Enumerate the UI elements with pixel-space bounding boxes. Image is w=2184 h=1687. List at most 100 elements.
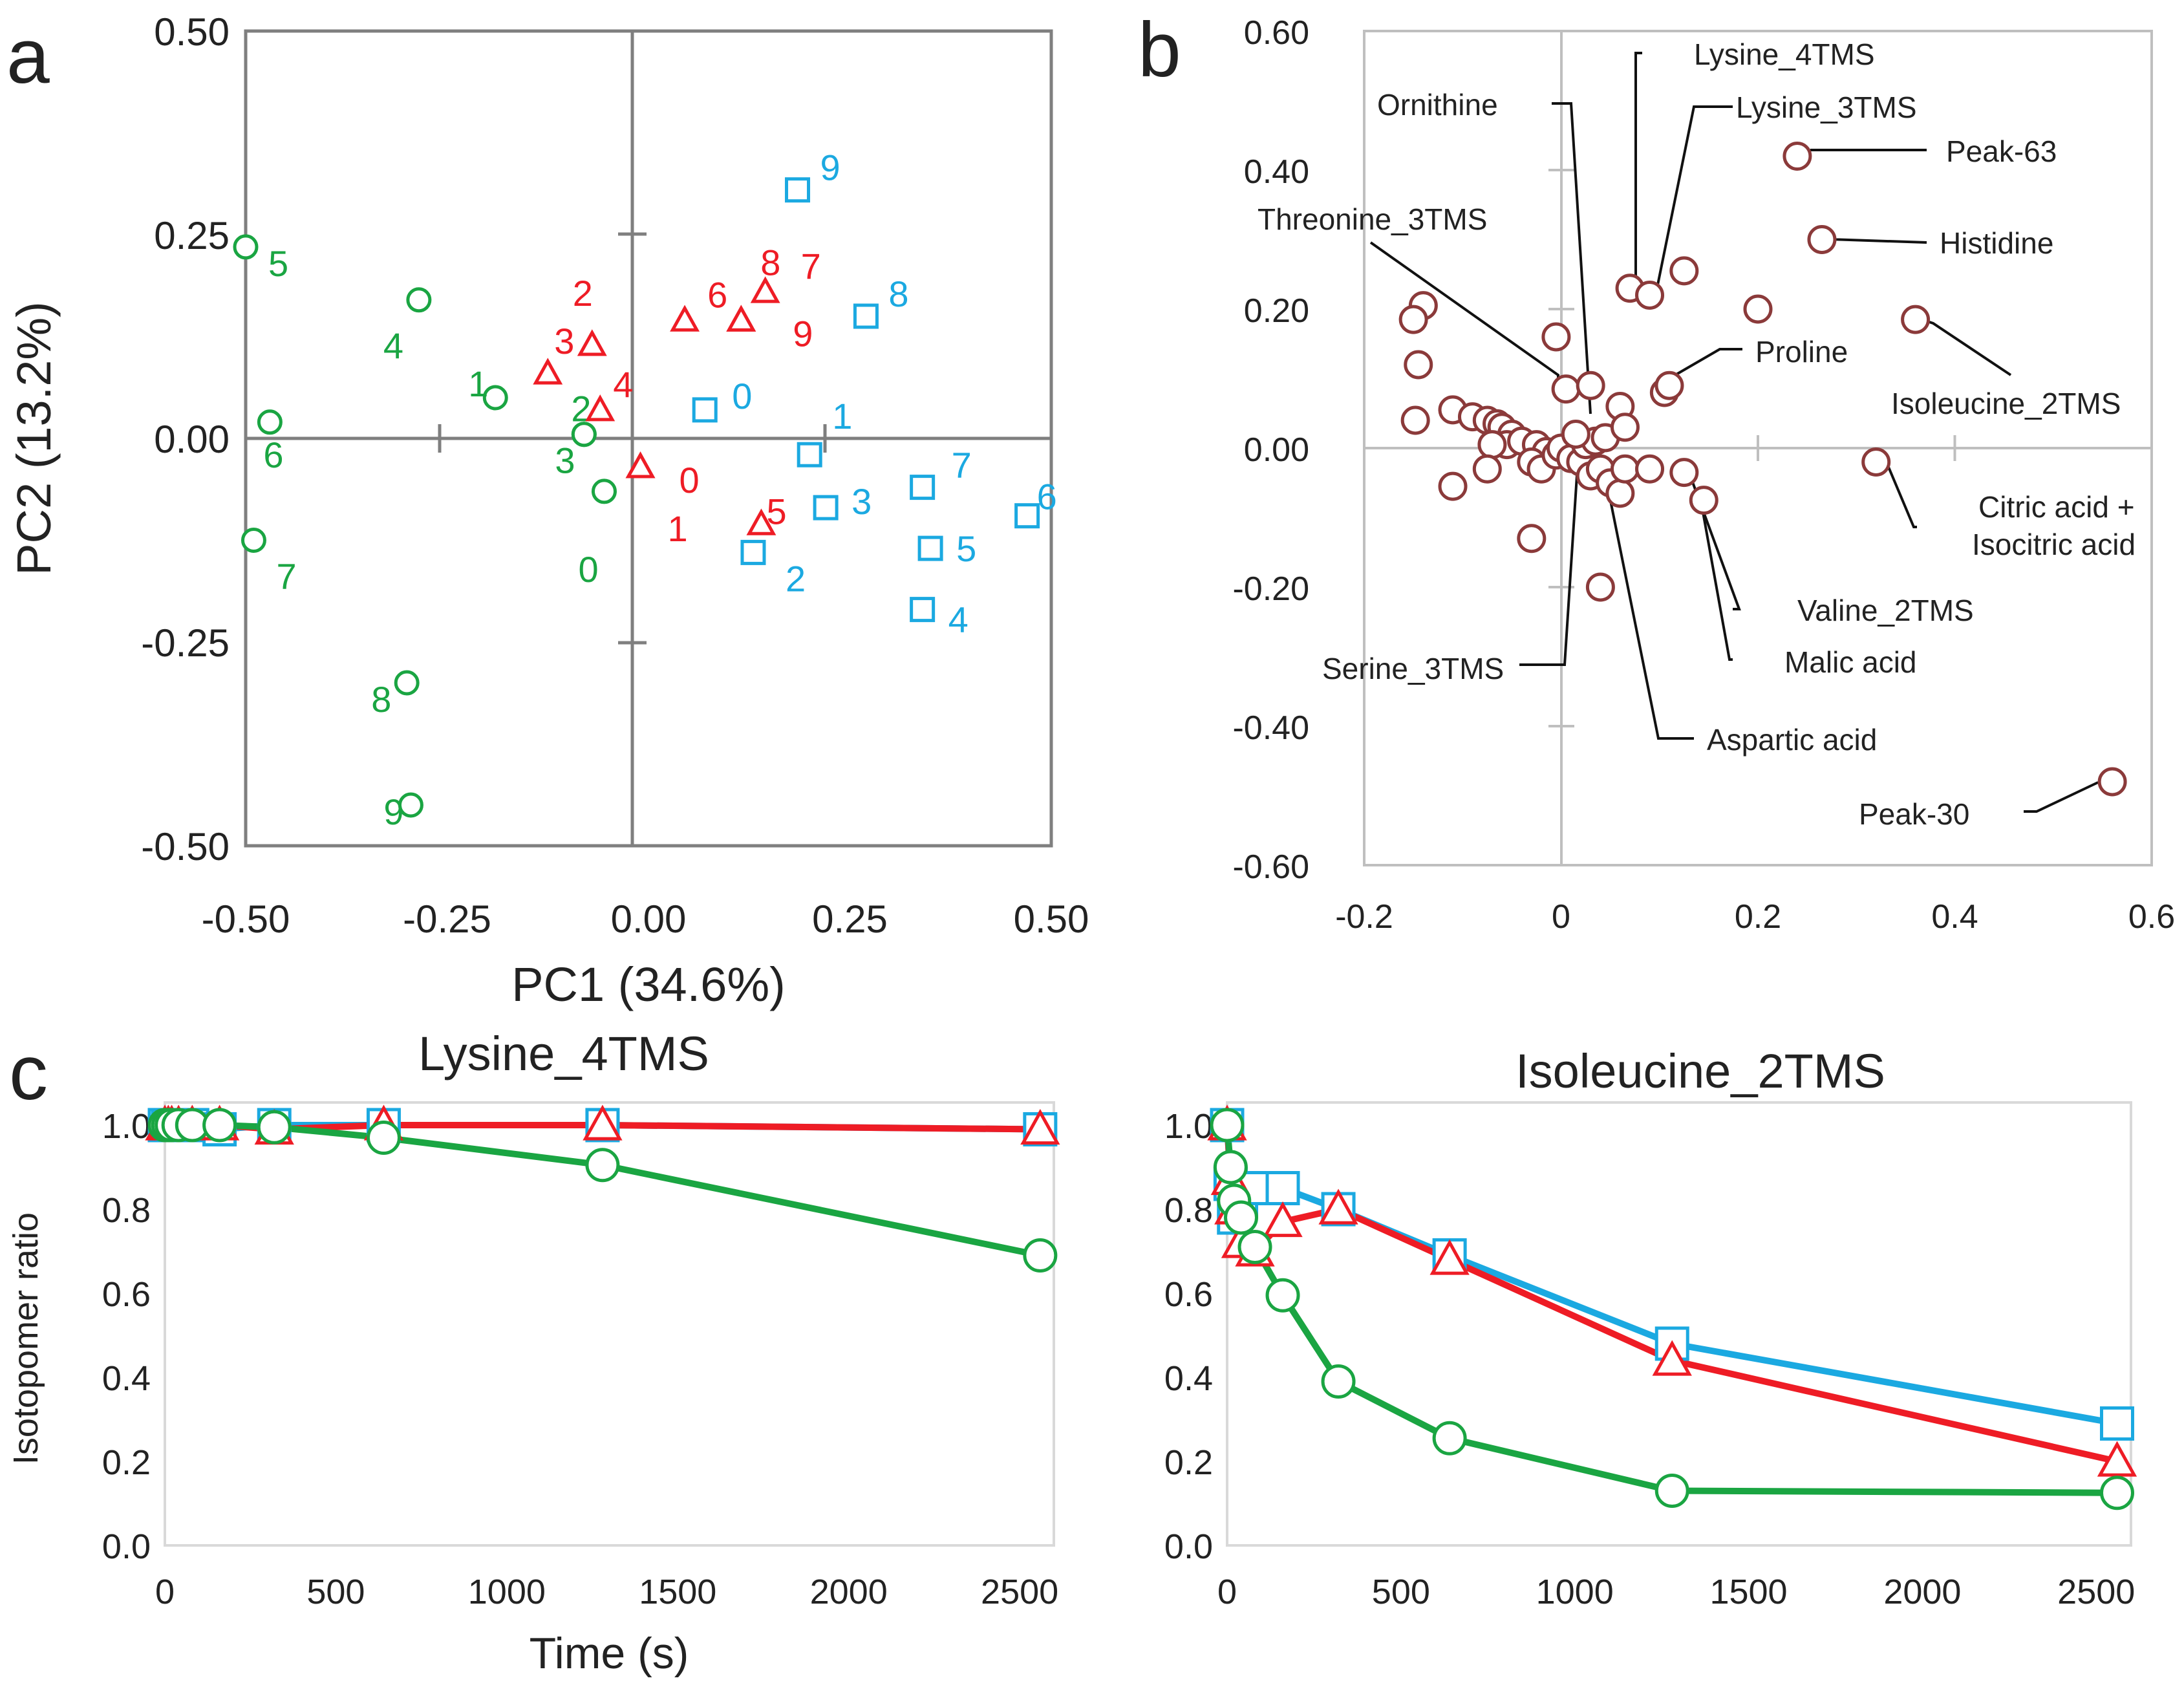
panel-a-blue-squares-point [813,495,839,521]
panel-b-loading-point [1561,420,1590,449]
panel-b-loading-point [1472,454,1502,484]
panel-b-loading-point [1576,371,1605,400]
panel-b-annotation-label: Valine_2TMS [1797,594,1974,627]
panel-b-leader-line [1602,465,1694,740]
panel-c-left-green-circles-line [165,1122,1041,1259]
panel-a-point-label: 8 [888,274,908,314]
panel-a-point-label: 6 [707,274,727,315]
panel-b-loading-point [1689,486,1718,515]
panel-c-left-green-circles-marker [585,1148,620,1183]
panel-a: 0.50 0.25 0.00 -0.25 -0.50 -0.50 -0.25 0.00 0.2… [7,10,1089,1011]
panel-a-blue-squares-point [785,177,811,203]
panel-a-point-label: 7 [801,246,821,286]
panel-a-point-label: 0 [578,549,598,590]
panel-a-y-tick-label: -0.25 [141,621,230,665]
panel-a-red-triangles-point [625,451,656,478]
panel-c-left-red-triangles-marker [583,1104,623,1141]
panel-a-x-tick-label: -0.50 [202,897,290,941]
panel-a-x-tick-label: 0.25 [812,897,888,941]
panel-c-right-red-triangles-marker [1652,1340,1692,1376]
panel-a-blue-squares-point [853,303,879,329]
panel-b-loading-point [1901,305,1931,334]
panel-a-blue-squares-point [1014,503,1040,529]
panel-c-right-x-tick-label: 1000 [1536,1573,1614,1611]
panel-c-left-x-tick-label: 1500 [639,1573,716,1611]
panel-c-right-y-tick-label: 0.6 [1164,1275,1213,1314]
panel-b-y-tick-label: 0.60 [1244,14,1309,52]
panel-b-y-tick-label: -0.40 [1232,709,1309,747]
panel-c-right-y-tick-label: 0.8 [1164,1191,1213,1230]
panel-a-point-label: 0 [732,376,752,416]
panel-a-point-label: 5 [766,491,786,532]
panel-a-y-tick-label: 0.50 [154,10,230,54]
panel-b-loading-point [1654,371,1684,400]
panel-a-blue-squares-point [910,475,936,500]
panel-a-x-tick-label: -0.25 [403,897,491,941]
panel-b-loading-point [1551,374,1581,404]
panel-b-leader-line [1923,319,2012,376]
panel-c-left-red-triangles-marker [1020,1108,1060,1145]
panel-b-leader-line [1519,465,1579,666]
panel-a-blue-squares-point [910,597,936,623]
panel-b-loading-point [1610,413,1640,442]
panel-a-point-label: 3 [555,440,575,481]
panel-c-left-frame [164,1101,1055,1547]
panel-c-left-y-axis-title: Isotopomer ratio [6,1212,45,1465]
panel-b-x-tick-label: -0.2 [1335,898,1393,936]
panel-b-loading-point [1400,405,1430,435]
panel-b-x-tick-label: 0.6 [2128,898,2175,936]
panel-c-left-y-tick-label: 0.2 [102,1443,151,1482]
panel-c-left-x-tick-label: 2000 [810,1573,888,1611]
panel-c-right-frame [1226,1101,2132,1547]
panel-c-right-green-circles-marker [1237,1230,1272,1264]
panel-a-point-label: 7 [952,445,972,486]
panel-c-right-green-circles-marker [1321,1364,1356,1399]
panel-c-left-x-tick-label: 2500 [981,1573,1058,1611]
panel-c-right-y-tick-label: 0.0 [1164,1527,1213,1566]
panel-b-leader-line [1828,238,1927,244]
panel-b-leader-line [1369,241,1559,378]
panel-c-left-x-tick-label: 500 [306,1573,365,1611]
panel-a-point-label: 4 [613,364,633,405]
panel-b-leader-line [1634,52,1642,285]
panel-a-green-circles-point [482,385,508,411]
panel-a-point-label: 5 [268,243,288,284]
panel-a-point-label: 0 [680,460,700,500]
panel-b-annotation-label: Peak-30 [1859,797,1969,831]
panel-a-green-circles-point [571,422,597,447]
panel-b-loading-point [1605,478,1635,508]
panel-a-red-triangles-point [750,276,780,303]
panel-c-right-red-triangles-marker [1318,1188,1358,1225]
panel-a-x-axis-title: PC1 (34.6%) [511,958,786,1011]
panel-b-loading-point [1585,572,1615,602]
panel-c-left-green-circles-marker [1023,1238,1058,1273]
panel-c-right-x-tick-label: 0 [1217,1573,1237,1611]
panel-a-blue-squares-point [797,442,822,467]
panel-a-x-tick-label: 0.50 [1014,897,1089,941]
panel-c-left-y-tick-label: 0.8 [102,1191,151,1230]
panel-label-a: a [6,13,50,100]
panel-c-right-red-triangles-marker [1429,1239,1470,1275]
panel-a-point-label: 4 [948,599,969,640]
panel-c-right-x-tick-label: 1500 [1709,1573,1787,1611]
panel-b-annotation-label: Citric acid + [1978,490,2135,524]
panel-a-red-triangles-point [577,329,607,356]
panel-a-y-tick-label: -0.50 [141,825,230,868]
panel-label-c: c [9,1029,48,1116]
panel-a-x-tick-label: 0.00 [611,897,687,941]
panel-c-left-y-tick-label: 0.4 [102,1359,151,1398]
panel-b-loading-point [1783,142,1812,171]
panel-b-annotation-label: Threonine_3TMS [1258,202,1487,236]
panel-c-left: Lysine_4TMS 1.0 0.8 0.6 0.4 0.2 0.00 500 1000 15… [6,1027,1060,1678]
panel-a-green-circles-point [406,287,432,313]
panel-a-point-label: 4 [383,325,403,366]
panel-b-annotation-label: Histidine [1940,226,2053,260]
panel-b-y-tick-label: 0.20 [1244,292,1309,330]
panel-a-green-circles-point [241,528,266,553]
panel-b-loading-point [1807,225,1837,254]
panel-b-loading-point [1669,458,1699,488]
panel-a-green-circles-point [233,234,259,260]
panel-a-point-label: 1 [668,508,688,549]
panel-c-right-red-triangles-marker [2097,1441,2137,1477]
panel-c-right-blue-squares-marker [2099,1406,2134,1441]
